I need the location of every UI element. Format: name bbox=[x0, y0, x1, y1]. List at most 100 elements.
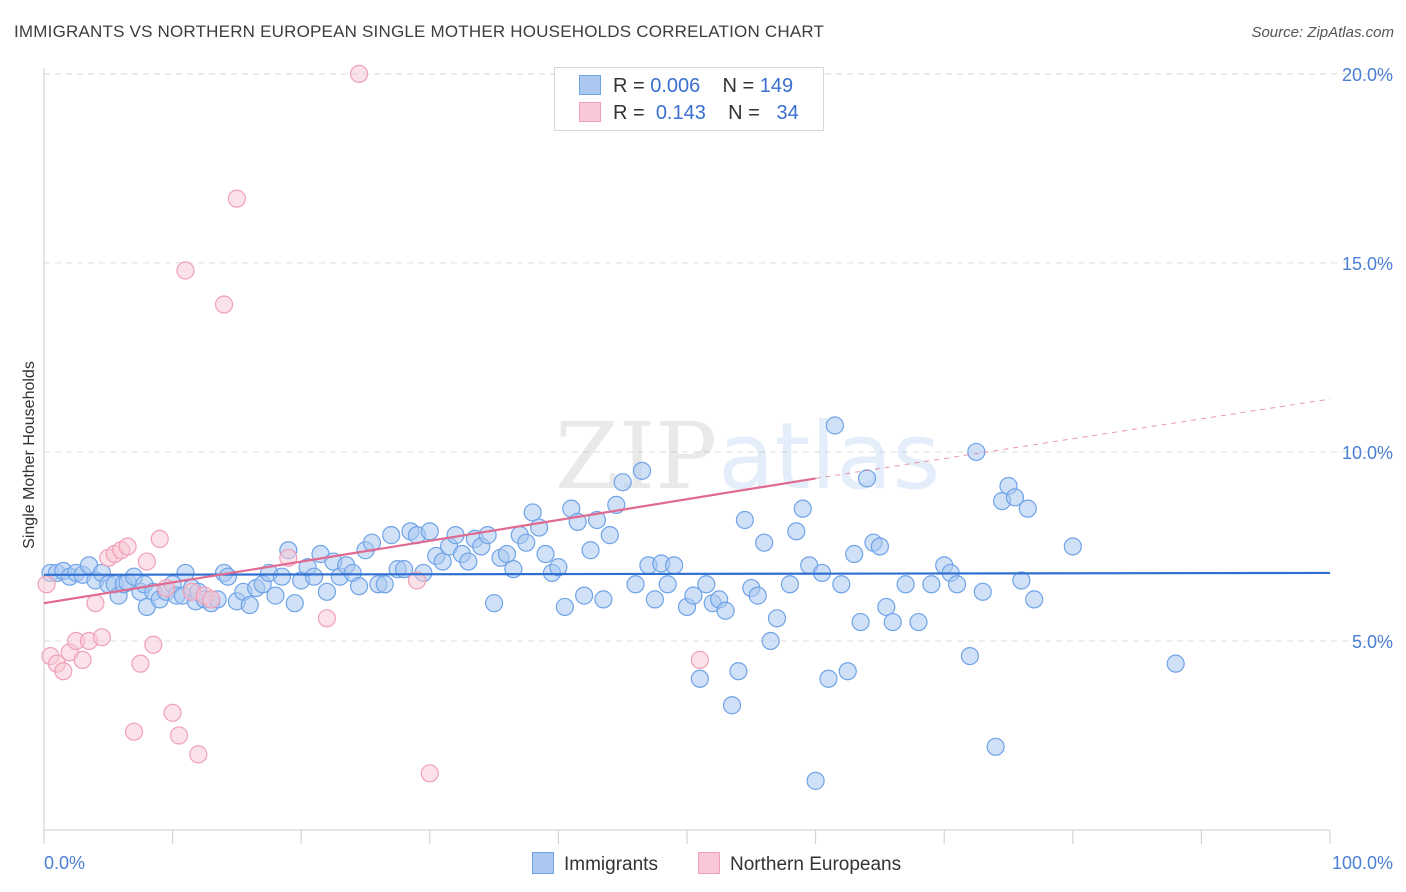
gridlines bbox=[44, 73, 1393, 642]
data-point bbox=[722, 696, 742, 715]
data-point bbox=[169, 726, 189, 745]
data-point bbox=[420, 764, 439, 783]
legend-r-label: R = bbox=[613, 75, 645, 97]
bottom-legend-label-immigrants: Immigrants bbox=[564, 854, 658, 875]
legend-row-northern-europeans: R = 0.143 N = 34 bbox=[579, 102, 799, 126]
data-point bbox=[947, 575, 967, 594]
data-point bbox=[967, 442, 986, 462]
data-point bbox=[523, 503, 542, 522]
data-point bbox=[137, 552, 156, 571]
data-point bbox=[960, 646, 980, 666]
data-point bbox=[517, 533, 536, 552]
y-tick-label: 5.0% bbox=[1352, 632, 1393, 652]
data-point bbox=[1063, 537, 1082, 556]
data-point bbox=[581, 541, 600, 560]
data-point bbox=[986, 737, 1005, 756]
data-point bbox=[787, 522, 806, 541]
data-point bbox=[433, 552, 452, 571]
y-axis-label: Single Mother Households bbox=[21, 361, 38, 549]
data-point bbox=[845, 544, 864, 564]
data-point bbox=[214, 295, 234, 314]
y-tick-label: 15.0% bbox=[1342, 254, 1393, 274]
data-point bbox=[857, 469, 877, 488]
data-points bbox=[37, 64, 1185, 790]
legend-n-label: N = bbox=[722, 75, 755, 97]
trend-lines bbox=[43, 398, 1331, 605]
data-point bbox=[317, 609, 337, 628]
data-point bbox=[645, 590, 664, 609]
data-point bbox=[767, 609, 787, 628]
data-point bbox=[575, 586, 594, 605]
bottom-legend-swatch-immigrants bbox=[532, 852, 554, 874]
data-point bbox=[555, 597, 574, 617]
data-point bbox=[922, 575, 941, 594]
data-point bbox=[202, 590, 221, 609]
data-point bbox=[883, 612, 902, 632]
data-point bbox=[478, 526, 497, 545]
data-point bbox=[877, 597, 896, 617]
data-point bbox=[285, 594, 304, 613]
data-point bbox=[375, 575, 394, 594]
data-point bbox=[86, 594, 105, 613]
data-point bbox=[317, 582, 337, 601]
bottom-legend-swatch-northern-europeans bbox=[698, 852, 720, 874]
data-point bbox=[729, 662, 748, 681]
data-point bbox=[382, 526, 401, 545]
y-ticks: 5.0% 10.0% 15.0% 20.0% bbox=[1342, 65, 1393, 652]
data-point bbox=[118, 537, 137, 556]
bottom-legend-immigrants: Immigrants bbox=[532, 852, 658, 876]
data-point bbox=[92, 628, 111, 647]
data-point bbox=[124, 722, 144, 741]
data-point bbox=[73, 650, 92, 669]
data-point bbox=[594, 590, 613, 609]
data-point bbox=[761, 631, 780, 651]
data-point bbox=[870, 537, 890, 556]
data-point bbox=[272, 567, 292, 586]
y-tick-label: 10.0% bbox=[1342, 443, 1393, 463]
chart-title: IMMIGRANTS VS NORTHERN EUROPEAN SINGLE M… bbox=[14, 22, 825, 41]
data-point bbox=[600, 526, 619, 545]
data-point bbox=[973, 582, 992, 601]
data-point bbox=[793, 499, 812, 518]
data-point bbox=[755, 533, 774, 552]
axes bbox=[43, 68, 1331, 844]
legend-n-value: 149 bbox=[759, 75, 794, 97]
data-point bbox=[697, 575, 716, 594]
source-label: Source: ZipAtlas.com bbox=[1251, 24, 1394, 41]
data-point bbox=[780, 575, 799, 594]
data-point bbox=[658, 575, 677, 594]
legend-swatch-immigrants bbox=[579, 75, 601, 95]
legend-r-label: R = bbox=[613, 102, 645, 124]
data-point bbox=[459, 552, 478, 571]
data-point bbox=[626, 575, 645, 594]
data-point bbox=[665, 556, 684, 575]
data-point bbox=[304, 567, 324, 586]
legend-row-immigrants: R = 0.006 N = 149 bbox=[579, 75, 793, 99]
legend-r-value: 0.006 bbox=[650, 75, 701, 97]
data-point bbox=[189, 745, 208, 764]
data-point bbox=[825, 416, 844, 435]
data-point bbox=[1166, 654, 1185, 673]
data-point bbox=[240, 595, 259, 615]
y-tick-label: 20.0% bbox=[1342, 65, 1393, 85]
data-point bbox=[536, 544, 555, 564]
data-point bbox=[485, 594, 504, 613]
data-point bbox=[690, 650, 709, 669]
data-point bbox=[420, 522, 439, 541]
data-point bbox=[896, 575, 915, 594]
data-point bbox=[632, 461, 652, 480]
watermark-zip: ZIP bbox=[555, 403, 717, 510]
data-point bbox=[851, 612, 870, 632]
bottom-legend-label-northern-europeans: Northern Europeans bbox=[730, 854, 902, 875]
trend-line-extension bbox=[815, 398, 1331, 479]
data-point bbox=[218, 567, 237, 586]
data-point bbox=[54, 662, 73, 681]
data-point bbox=[227, 189, 246, 208]
data-point bbox=[37, 575, 56, 594]
data-point bbox=[266, 586, 285, 605]
data-point bbox=[163, 703, 182, 722]
data-point bbox=[909, 612, 928, 632]
legend-n-label: N = bbox=[728, 102, 760, 124]
data-point bbox=[748, 586, 767, 605]
